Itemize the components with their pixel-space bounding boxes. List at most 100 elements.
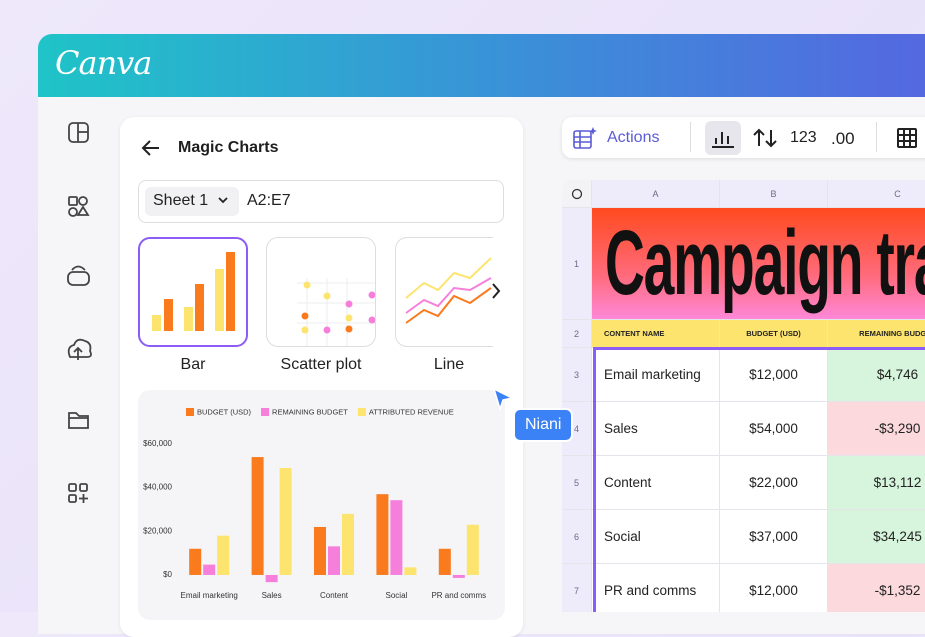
column-header: C [828,180,925,208]
bar [217,535,230,575]
corner-cell [562,180,592,208]
row-number: 6 [562,510,592,564]
line-thumbnail[interactable] [395,237,493,347]
legend-label: REMAINING BUDGET [272,407,348,416]
column-header: B [720,180,828,208]
bar [342,513,354,575]
chart-type-label: Bar [180,356,206,373]
sheet-title: Campaign tra [605,212,925,314]
column-title: CONTENT NAME [592,320,720,348]
range-input[interactable] [138,180,504,223]
table-cell: Social [592,510,720,564]
collab-cursor [492,387,515,412]
table-cell: $12,000 [720,348,828,402]
range-text: A2:E7 [247,192,291,209]
page: Canva Magic Charts Sheet 1 A2:E7 Bar Sca… [0,0,925,612]
bar [438,548,451,575]
column-header: A [592,180,720,208]
x-tick-label: Sales [262,591,282,600]
table-cell: $12,000 [720,564,828,612]
text-icon[interactable] [67,265,90,286]
table-cell: $54,000 [720,402,828,456]
table-cell: $37,000 [720,510,828,564]
row-number: 3 [562,348,592,402]
logo[interactable]: Canva [55,44,152,82]
y-tick-label: $20,000 [143,526,172,535]
chart-type-label: Scatter plot [280,356,362,373]
back-button[interactable] [140,138,162,158]
table-cell: $4,746 [828,348,925,402]
spreadsheet: A B C 1 2 3 4 5 6 7 Campaign tra CONTENT NAME BUDGET… [562,180,925,612]
table-cell: Content [592,456,720,510]
collab-name-tag: Niani [513,408,574,442]
table-cell: PR and comms [592,564,720,612]
bar [452,574,465,578]
bar [314,526,326,575]
table-cell: -$3,290 [828,402,925,456]
chart-preview: $0 $20,000 $40,000 $60,000 BUDGET (USD) REMAI… [143,407,486,600]
column-title: REMAINING BUDGET [828,320,925,348]
legend-swatch [357,408,366,416]
column-title: BUDGET (USD) [720,320,828,348]
chart-type-label: Line [433,356,465,373]
sidebar [67,122,92,503]
scatter-thumbnail-art [297,278,375,346]
bar [376,494,389,575]
bar-thumbnail[interactable] [138,237,248,347]
divider [690,122,691,152]
scatter-thumbnail[interactable] [266,237,376,347]
actions-button[interactable]: Actions [607,129,660,146]
line-thumbnail-art [405,257,492,324]
bar [404,567,417,575]
bar [189,548,202,575]
panel-title: Magic Charts [178,139,279,156]
row-number: 5 [562,456,592,510]
row-number: 1 [562,208,592,320]
bar [328,546,340,575]
upload-icon[interactable] [67,338,92,360]
legend-label: ATTRIBUTED REVENUE [369,407,454,416]
toolbar [562,117,925,158]
x-tick-label: Content [320,591,349,600]
apps-icon[interactable] [68,483,88,503]
bar [390,500,403,575]
table-cell: $22,000 [720,456,828,510]
title-row: Campaign tra [592,208,925,320]
header-bar [38,34,925,97]
chart-tool-icon [712,132,734,148]
layout-icon[interactable] [68,122,89,143]
elements-icon[interactable] [68,196,90,217]
x-tick-label: PR and comms [431,591,486,600]
sheet-name: Sheet 1 [153,192,209,209]
y-tick-label: $0 [163,570,172,579]
table-icon[interactable] [896,127,918,149]
table-cell: Sales [592,402,720,456]
bar [203,564,216,575]
chart-preview-box [138,390,505,620]
bar [279,467,292,575]
row-number: 2 [562,320,592,348]
scroll-right[interactable] [488,281,504,301]
row-number: 7 [562,564,592,612]
x-tick-label: Email marketing [181,591,238,600]
table-cell: $13,112 [828,456,925,510]
select-all[interactable] [571,188,583,200]
bar [466,524,479,575]
folder-icon[interactable] [68,412,89,429]
table-cell: Email marketing [592,348,720,402]
legend-swatch [186,408,194,416]
x-tick-label: Social [386,591,408,600]
y-tick-label: $60,000 [143,439,172,448]
selection-outline [593,347,925,612]
sort-icon[interactable] [752,127,778,149]
decimals[interactable]: .00 [831,129,855,148]
divider [876,122,877,152]
legend-label: BUDGET (USD) [197,407,252,416]
number-format[interactable]: 123 [790,129,817,146]
bar-thumbnail-art [152,252,235,331]
dropdown-caret [218,197,228,204]
table-cell: $34,245 [828,510,925,564]
actions-icon[interactable] [572,125,598,151]
bar [251,457,264,575]
table-cell: -$1,352 [828,564,925,612]
